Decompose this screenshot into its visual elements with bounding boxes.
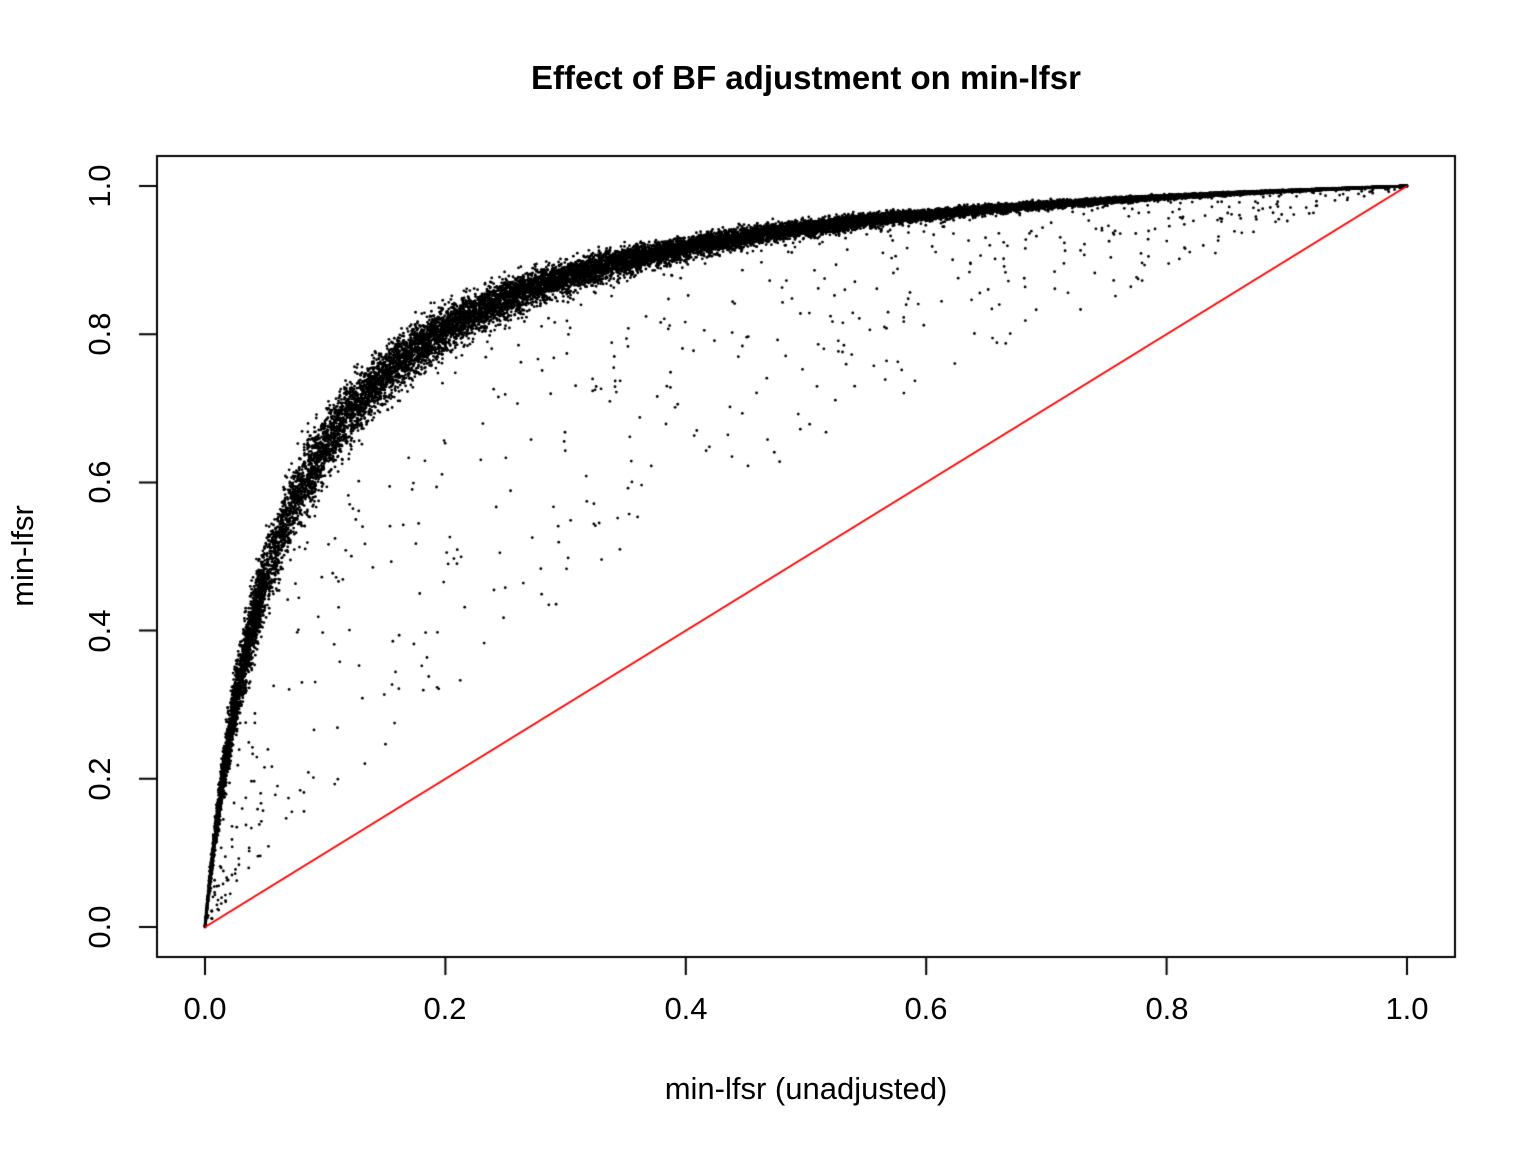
y-tick-label-0: 0.0 [82, 905, 117, 949]
y-tick-label-4: 0.8 [82, 312, 117, 356]
x-tick-label-5: 1.0 [1385, 991, 1429, 1026]
y-tick-label-2: 0.4 [82, 609, 117, 653]
x-axis-title: min-lfsr (unadjusted) [664, 1071, 948, 1106]
x-tick-label-2: 0.4 [664, 991, 708, 1026]
x-tick-label-4: 0.8 [1145, 991, 1189, 1026]
y-tick-label-5: 1.0 [82, 164, 117, 208]
chart-title: Effect of BF adjustment on min-lfsr [530, 59, 1081, 96]
y-tick-label-1: 0.2 [82, 757, 117, 801]
x-tick-label-0: 0.0 [183, 991, 227, 1026]
x-tick-label-1: 0.2 [423, 991, 467, 1026]
y-tick-label-3: 0.6 [82, 460, 117, 504]
x-tick-label-3: 0.6 [904, 991, 948, 1026]
y-axis-title: min-lfsr [5, 505, 40, 607]
